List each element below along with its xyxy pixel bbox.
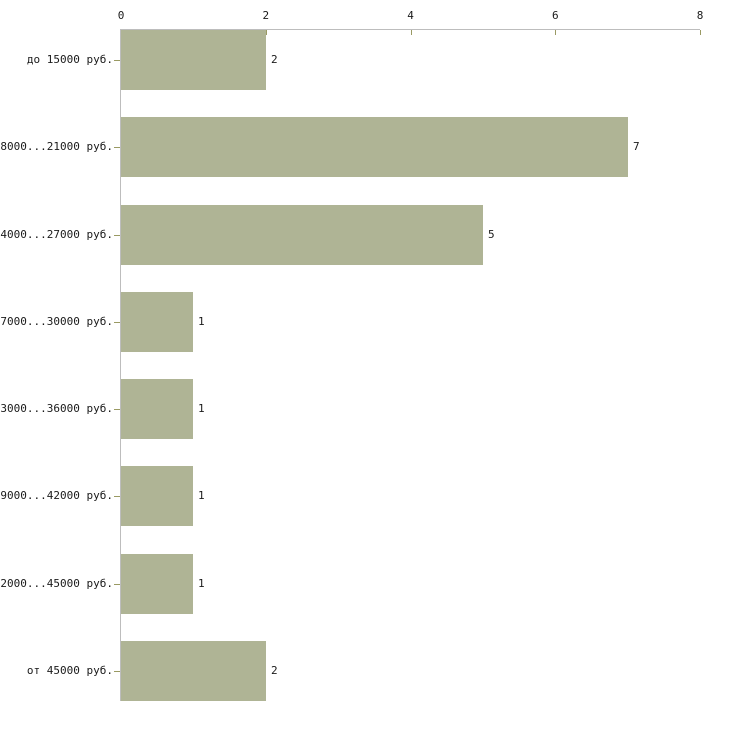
- category-label: 27000...30000 руб.: [0, 314, 113, 328]
- y-tick-5: [114, 496, 120, 497]
- x-tick-label-0: 0: [117, 9, 125, 22]
- y-tick-1: [114, 147, 120, 148]
- x-tick-label-4: 4: [407, 9, 414, 22]
- bar: [121, 379, 193, 439]
- category-label: 24000...27000 руб.: [0, 227, 113, 241]
- bar-value-label: 5: [488, 227, 495, 241]
- bar-value-label: 2: [271, 53, 278, 66]
- bar-value-label: 2: [271, 664, 278, 677]
- bar: [121, 466, 193, 526]
- y-tick-4: [114, 409, 120, 410]
- x-axis-line: [121, 29, 700, 30]
- bar-value-label: 1: [198, 402, 205, 416]
- x-tick-2: [265, 30, 267, 35]
- bar: [121, 641, 266, 701]
- x-tick-label-8: 8: [696, 9, 704, 22]
- y-tick-3: [114, 322, 120, 323]
- bar-value-label: 1: [198, 314, 205, 328]
- x-tick-label-2: 2: [262, 9, 270, 22]
- y-tick-0: [114, 60, 120, 61]
- y-tick-2: [114, 235, 120, 236]
- category-label: до 15000 руб.: [26, 53, 113, 66]
- category-label: 33000...36000 руб.: [0, 402, 113, 416]
- y-axis-line: [120, 29, 121, 701]
- bar-value-label: 1: [198, 576, 205, 590]
- x-tick-6: [555, 30, 557, 35]
- bar-value-label: 7: [633, 140, 640, 154]
- bar: [121, 205, 483, 265]
- x-tick-8: [700, 30, 701, 35]
- y-tick-7: [114, 671, 120, 672]
- bar-value-label: 1: [198, 489, 205, 503]
- bar: [121, 30, 266, 90]
- bar: [121, 117, 628, 177]
- bar: [121, 292, 193, 352]
- x-tick-label-6: 6: [551, 9, 559, 22]
- y-tick-6: [114, 584, 120, 585]
- category-label: 18000...21000 руб.: [0, 140, 113, 154]
- x-tick-4: [410, 30, 412, 35]
- bar: [121, 554, 193, 614]
- category-label: 42000...45000 руб.: [0, 576, 113, 590]
- category-label: от 45000 руб.: [26, 664, 113, 677]
- category-label: 39000...42000 руб.: [0, 489, 113, 503]
